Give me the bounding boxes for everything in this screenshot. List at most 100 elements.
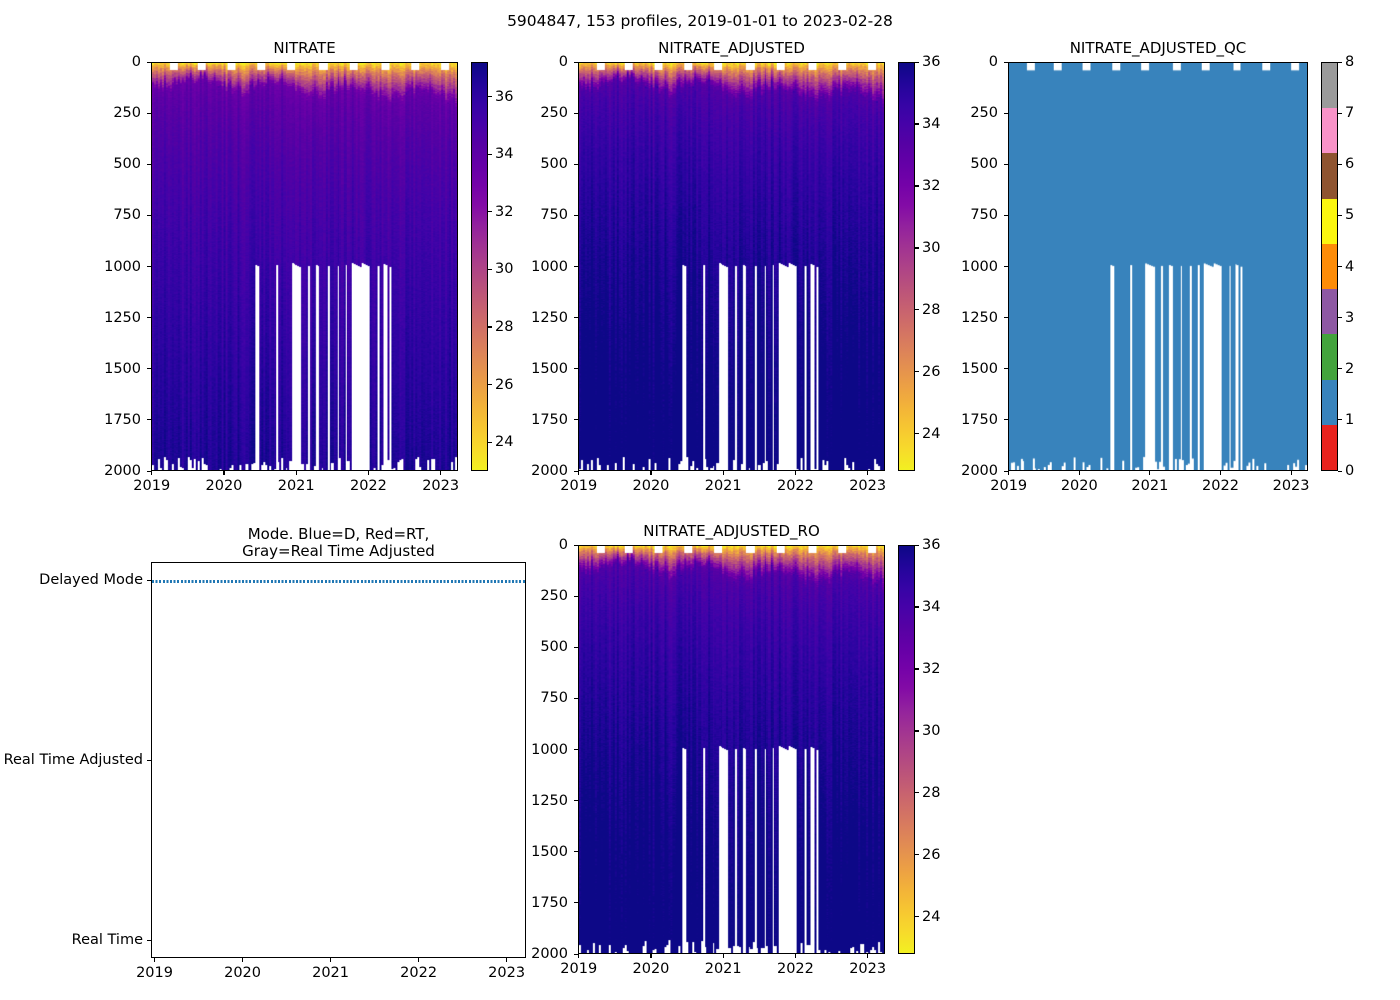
colorbar-tick-label: 0	[1345, 463, 1355, 479]
y-tick-mark	[574, 317, 578, 319]
x-tick-mark	[1219, 471, 1222, 475]
axes-mode	[151, 562, 526, 958]
y-tick-label: 0	[558, 54, 568, 70]
y-tick-mark	[1004, 470, 1008, 472]
y-tick-mark	[1004, 266, 1008, 268]
y-tick-mark	[147, 939, 151, 941]
x-tick-mark	[794, 471, 797, 475]
y-tick-label: 0	[558, 537, 568, 553]
y-tick-mark	[574, 749, 578, 751]
y-tick-mark	[574, 800, 578, 802]
colorbar-tick-mark	[488, 268, 492, 270]
colorbar-tick-mark	[488, 326, 492, 328]
colorbar-tick-mark	[915, 606, 919, 608]
x-tick-mark	[506, 958, 508, 962]
y-tick-label: 2000	[104, 463, 141, 479]
qc-colorbar-band-6	[1322, 153, 1337, 199]
qc-colorbar-band-1	[1322, 379, 1337, 425]
colorbar-tick-mark	[488, 211, 492, 213]
x-tick-label: 2019	[560, 961, 598, 977]
x-tick-mark	[223, 471, 225, 475]
y-tick-label: 750	[113, 207, 141, 224]
x-tick-label: 2023	[488, 965, 526, 981]
x-tick-mark	[722, 954, 724, 958]
y-tick-label: 0	[988, 54, 998, 70]
panel-title-mode: Mode. Blue=D, Red=RT, Gray=Real Time Adj…	[242, 525, 435, 560]
qc-colorbar-band-2	[1322, 334, 1337, 380]
x-tick-mark	[867, 471, 869, 475]
y-tick-label: 750	[540, 690, 568, 707]
y-tick-label: 1000	[531, 258, 568, 275]
y-tick-mark	[1004, 317, 1008, 319]
x-tick-label: 2021	[312, 965, 350, 981]
x-tick-mark	[578, 471, 580, 475]
colorbar-tick-mark	[1338, 61, 1342, 63]
colorbar-tick-label: 4	[1345, 258, 1355, 275]
colorbar-tick-mark	[1338, 368, 1342, 370]
y-tick-mark	[147, 470, 151, 472]
y-tick-label: 0	[131, 54, 141, 70]
y-tick-mark	[147, 419, 151, 421]
colorbar-tick-mark	[915, 916, 919, 918]
x-tick-label: 2019	[990, 478, 1028, 494]
x-tick-mark	[794, 954, 797, 958]
colorbar-nitrate_adjusted_ro	[898, 545, 915, 954]
y-tick-label: 250	[540, 105, 568, 122]
y-tick-mark	[147, 112, 151, 114]
y-tick-label: 1500	[531, 843, 568, 860]
y-tick-label: 2000	[531, 946, 568, 962]
colorbar-tick-mark	[915, 185, 919, 187]
x-tick-mark	[440, 471, 442, 475]
colorbar-tick-label: 28	[922, 301, 941, 318]
colorbar-tick-mark	[915, 123, 919, 125]
y-tick-label: Real Time Adjusted	[3, 752, 143, 768]
colorbar-tick-mark	[1338, 317, 1342, 319]
colorbar-tick-mark	[1338, 266, 1342, 268]
x-tick-mark	[154, 958, 156, 962]
y-tick-label: Delayed Mode	[39, 572, 143, 588]
y-tick-mark	[1004, 112, 1008, 114]
colorbar-tick-mark	[488, 384, 492, 386]
x-tick-mark	[1149, 471, 1151, 475]
colorbar-tick-mark	[915, 61, 919, 63]
colorbar-tick-label: 1	[1345, 411, 1355, 428]
x-tick-mark	[1078, 471, 1080, 475]
colorbar-tick-mark	[915, 247, 919, 249]
y-tick-label: 1500	[104, 360, 141, 377]
x-tick-mark	[151, 471, 153, 475]
x-tick-mark	[367, 471, 370, 475]
colorbar-tick-label: 24	[495, 434, 514, 451]
y-tick-label: 500	[113, 156, 141, 173]
heatmap-nitrate_adjusted	[579, 63, 884, 470]
colorbar-tick-label: 7	[1345, 105, 1355, 122]
colorbar-tick-mark	[1338, 214, 1342, 216]
y-tick-mark	[1004, 368, 1008, 370]
colorbar-tick-mark	[488, 96, 492, 98]
y-tick-mark	[574, 61, 578, 63]
y-tick-mark	[147, 317, 151, 319]
y-tick-mark	[574, 266, 578, 268]
colorbar-nitrate	[471, 62, 488, 471]
colorbar-tick-label: 32	[922, 177, 941, 194]
colorbar-tick-mark	[915, 854, 919, 856]
y-tick-mark	[574, 851, 578, 853]
colorbar-tick-label: 34	[495, 146, 514, 163]
colorbar-tick-mark	[1338, 163, 1342, 165]
x-tick-label: 2019	[560, 478, 598, 494]
y-tick-label: 2000	[531, 463, 568, 479]
y-tick-mark	[147, 579, 151, 581]
colorbar-tick-mark	[915, 433, 919, 435]
colorbar-tick-mark	[1338, 470, 1342, 472]
colorbar-tick-label: 36	[922, 537, 941, 553]
qc-colorbar-band-0	[1322, 424, 1337, 470]
x-tick-label: 2021	[704, 478, 742, 494]
x-tick-mark	[650, 471, 652, 475]
x-tick-label: 2020	[632, 478, 670, 494]
y-tick-label: 1250	[531, 792, 568, 809]
x-tick-label: 2022	[349, 478, 387, 494]
colorbar-tick-mark	[1338, 112, 1342, 114]
colorbar-tick-mark	[915, 668, 919, 670]
colorbar-tick-label: 32	[495, 203, 514, 220]
figure-title: 5904847, 153 profiles, 2019-01-01 to 202…	[507, 12, 893, 30]
panel-title-nitrate_adjusted_qc: NITRATE_ADJUSTED_QC	[1069, 39, 1247, 57]
